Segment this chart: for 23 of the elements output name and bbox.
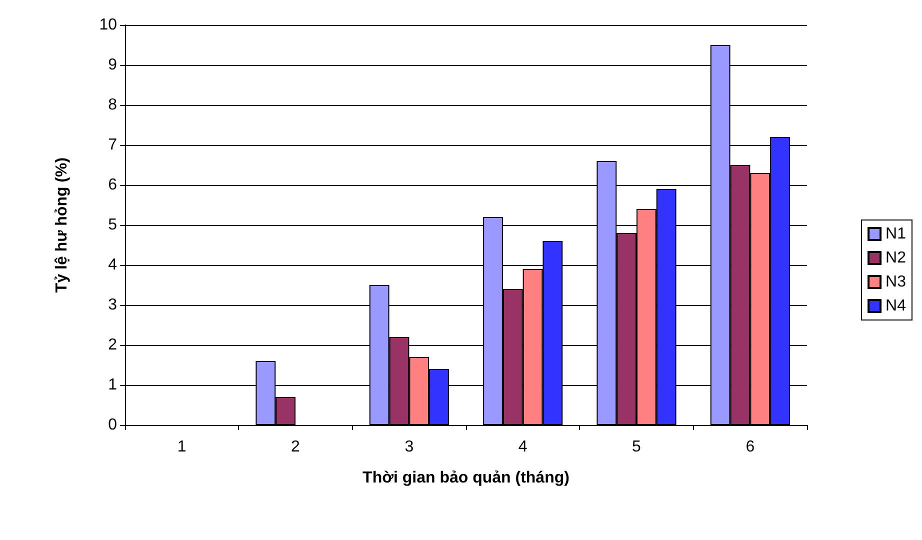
x-tick-label: 6: [746, 438, 755, 456]
y-tick-label: 1: [108, 376, 118, 394]
y-tick-label: 7: [108, 136, 118, 154]
legend-label: N2: [886, 250, 906, 266]
x-tick-label: 1: [177, 438, 186, 456]
y-tick-label: 4: [108, 256, 118, 274]
y-tick-label: 2: [108, 336, 118, 354]
legend-label: N3: [886, 274, 906, 290]
x-tick-label: 3: [404, 438, 414, 456]
legend-label: N1: [886, 226, 906, 242]
y-tick-label: 3: [108, 296, 118, 314]
y-axis-title: Tỷ lệ hư hỏng (%): [54, 157, 70, 293]
x-tick-label: 5: [632, 438, 642, 456]
y-tick-label: 0: [108, 416, 118, 434]
y-tick-label: 6: [108, 176, 118, 194]
y-tick-label: 9: [108, 56, 118, 74]
x-tick-label: 2: [291, 438, 300, 456]
y-tick-label: 5: [108, 216, 118, 234]
y-tick-label: 8: [108, 96, 118, 114]
legend-label: N4: [886, 298, 906, 314]
y-tick-label: 10: [99, 16, 118, 34]
x-tick-label: 4: [518, 438, 528, 456]
x-axis-title: Thời gian bảo quản (tháng): [362, 470, 570, 486]
